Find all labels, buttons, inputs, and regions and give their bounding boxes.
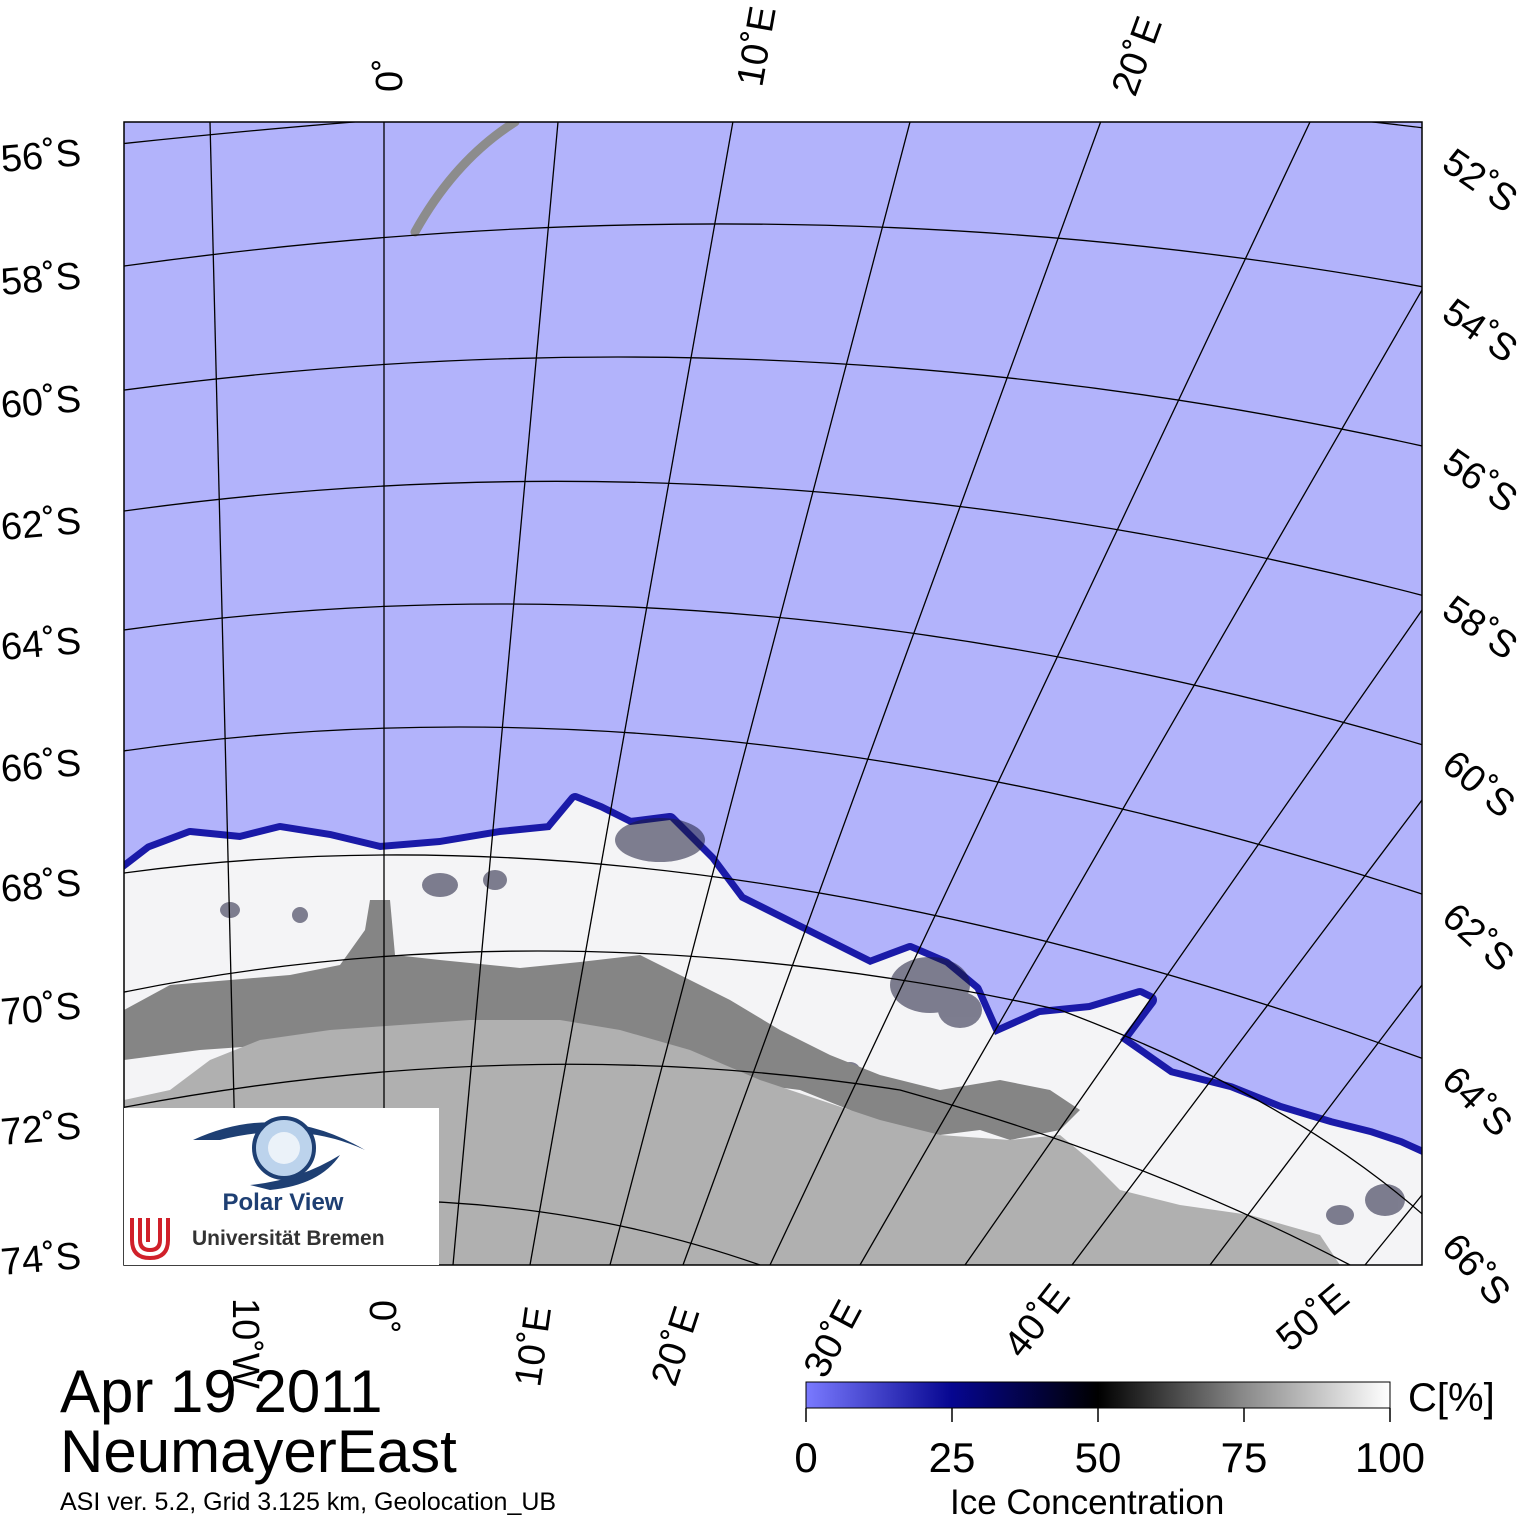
lon-label: 20˚E [1104,11,1171,101]
colorbar-unit: C[%] [1408,1376,1495,1420]
lon-label: 30˚E [796,1294,871,1385]
lon-labels-bottom: 10˚W 0˚ 10˚E 20˚E 30˚E 40˚E 50˚E [224,1276,1357,1391]
lat-label: 70˚S [0,985,83,1034]
lat-label: 66˚S [0,742,83,791]
logo-name: Polar View [223,1189,344,1216]
lat-label: 64˚S [0,620,83,669]
lon-label: 20˚E [644,1301,709,1390]
lon-label: 50˚E [1269,1276,1357,1360]
colorbar-title: Ice Concentration [950,1483,1225,1522]
lat-label: 56˚S [0,132,83,181]
colorbar-tick-label: 0 [794,1434,817,1481]
eye-icon [193,1116,365,1190]
latitude-grid [124,122,1422,1265]
lon-labels-top: 0˚ 10˚E 20˚E [369,3,1171,101]
logo-institution: Universität Bremen [192,1227,385,1250]
map-region: NeumayerEast [60,1418,457,1485]
lat-label: 62˚S [1434,895,1522,980]
lon-label: 40˚E [996,1276,1079,1365]
colorbar-tick-label: 75 [1221,1434,1268,1481]
colorbar-tick-label: 100 [1355,1434,1425,1481]
lat-label: 64˚S [1434,1059,1520,1145]
map-panel [124,122,1422,1265]
lon-label: 0˚ [361,1300,403,1334]
lon-label: 10˚E [507,1304,560,1389]
lat-label: 74˚S [0,1235,83,1284]
university-bremen-logo [130,1218,170,1261]
lon-label: 10˚W [224,1298,266,1389]
lat-label: 58˚S [0,255,83,304]
lat-label: 60˚S [0,378,83,427]
lat-label: 54˚S [1435,291,1525,371]
lat-label: 62˚S [0,500,83,549]
lat-label: 52˚S [1435,141,1525,221]
lat-label: 68˚S [0,862,83,911]
lat-labels-right: 52˚S 54˚S 56˚S 58˚S 60˚S 62˚S 64˚S 66˚S [1433,141,1524,1314]
lat-labels-left: 56˚S 58˚S 60˚S 62˚S 64˚S 66˚S 68˚S 70˚S … [0,132,83,1284]
ice-shelf [124,900,1080,1140]
product-info: ASI ver. 5.2, Grid 3.125 km, Geolocation… [60,1488,557,1516]
missing-data-swath [410,122,520,237]
map-frame [123,121,1423,1266]
colorbar-gradient [805,1381,1391,1409]
lat-label: 66˚S [1433,1226,1518,1314]
colorbar-tick-label: 25 [929,1434,976,1481]
lat-label: 58˚S [1435,588,1525,668]
longitude-grid [209,122,1422,1265]
map-date: Apr 19 2011 [60,1358,383,1425]
colorbar-ticks [805,1408,1391,1422]
lat-label: 60˚S [1434,743,1522,827]
lat-label: 56˚S [1435,441,1525,521]
colorbar: 0 25 50 75 100 [794,1381,1425,1481]
lat-label: 72˚S [0,1105,83,1154]
polar-view-logo: Polar View Universität Bremen [124,1108,439,1265]
colorbar-tick-label: 50 [1075,1434,1122,1481]
lon-label: 0˚ [369,58,411,92]
lon-label: 10˚E [730,3,785,89]
